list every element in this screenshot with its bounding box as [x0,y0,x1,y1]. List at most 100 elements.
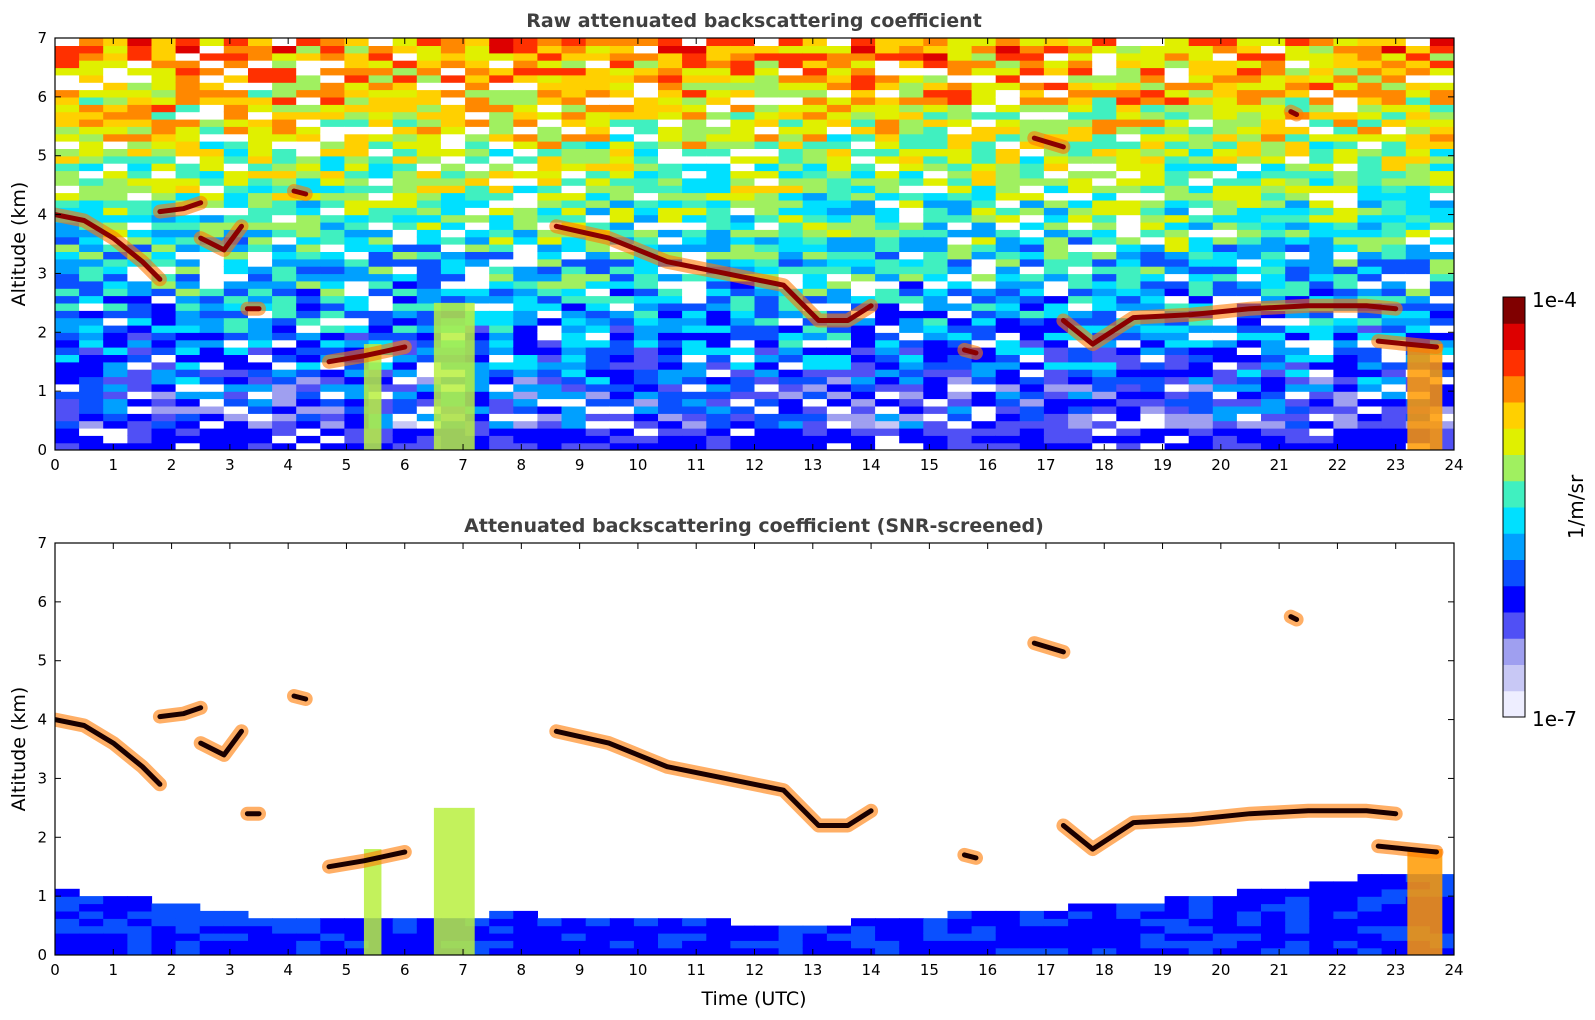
heatmap-cell [899,38,924,46]
heatmap-cell [585,324,611,333]
heatmap-cell [175,141,201,149]
heatmap-cell [465,310,490,319]
heatmap-cell [344,339,370,348]
heatmap-cell [1212,442,1238,450]
heatmap-cell [1261,192,1286,201]
heatmap-cell [368,280,394,289]
heatmap-cell [682,420,707,429]
heatmap-cell [1092,910,1117,919]
heatmap-cell [658,435,683,444]
heatmap-cell [344,244,370,252]
x-tick-label: 7 [458,961,468,979]
heatmap-cell [392,170,418,179]
heatmap-cell [585,427,611,436]
heatmap-cell [368,96,394,105]
heatmap-cell [851,163,876,172]
heatmap-cell [561,199,587,208]
heatmap-cell [778,435,804,444]
heatmap-cell [730,258,756,267]
heatmap-cell [585,391,611,400]
heatmap-cell [561,310,587,319]
heatmap-cell [1261,163,1286,172]
heatmap-cell [1140,214,1166,223]
heatmap-cell [199,52,225,61]
x-tick-label: 21 [1270,456,1289,474]
heatmap-cell [1236,339,1262,348]
heatmap-cell [1285,155,1310,164]
heatmap-cell [223,170,249,179]
heatmap-cell [1140,347,1166,355]
heatmap-cell [1309,141,1334,149]
heatmap-cell [199,310,225,319]
heatmap-cell [537,324,563,333]
heatmap-cell [1116,910,1141,919]
heatmap-cell [1309,199,1334,208]
heatmap-cell [1043,214,1069,223]
heatmap-cell [706,236,731,245]
cloud-layer [1288,109,1300,117]
heatmap-cell [1140,435,1166,444]
heatmap-cell [778,354,804,363]
heatmap-cell [1357,420,1383,429]
heatmap-cell [1116,89,1141,98]
heatmap-cell [1333,398,1359,407]
heatmap-cell [1381,947,1407,955]
heatmap-cell [802,332,828,341]
heatmap-cell [440,82,466,91]
heatmap-cell [1381,111,1407,120]
heatmap-cell [151,361,177,370]
heatmap-cell [1092,918,1117,927]
heatmap-cell [1285,185,1310,194]
heatmap-cell [79,207,104,216]
heatmap-cell [416,383,442,392]
heatmap-cell [416,229,442,238]
heatmap-cell [633,405,659,414]
heatmap-cell [826,405,852,414]
heatmap-cell [1381,925,1407,934]
heatmap-cell [248,940,273,949]
heatmap-cell [344,185,370,194]
heatmap-cell [537,244,563,252]
heatmap-cell [175,918,201,927]
heatmap-cell [248,339,273,348]
cloud-layer [198,728,244,758]
heatmap-cell [1140,442,1166,450]
heatmap-cell [320,104,345,113]
heatmap-cell [1164,324,1190,333]
heatmap-cell [513,229,538,238]
heatmap-cell [1381,199,1407,208]
heatmap-cell [633,38,659,46]
heatmap-cell [609,420,635,429]
heatmap-cell [103,141,128,149]
heatmap-cell [513,398,538,407]
heatmap-cell [1261,413,1286,422]
heatmap-cell [199,910,225,919]
heatmap-cell [1405,302,1431,311]
heatmap-cell [248,273,273,282]
heatmap-cell [585,185,611,194]
heatmap-cell [1212,229,1238,238]
heatmap-cell [127,317,153,326]
heatmap-cell [1019,236,1045,245]
heatmap-cell [658,229,683,238]
heatmap-cell [851,376,876,385]
heatmap-cell [971,192,997,201]
x-tick-label: 15 [920,961,939,979]
heatmap-cell [778,52,804,61]
heatmap-cell [1188,383,1214,392]
heatmap-cell [79,310,104,319]
heatmap-cell [682,947,707,955]
heatmap-cell [875,177,900,186]
heatmap-cell [103,251,128,260]
heatmap-cell [103,383,128,392]
precipitation-streak [433,807,475,955]
heatmap-cell [1188,177,1214,186]
heatmap-cell [79,266,104,275]
heatmap-cell [1212,74,1238,83]
heatmap-cell [1261,354,1286,363]
heatmap-cell [344,442,370,450]
heatmap-cell [1212,60,1238,69]
heatmap-cell [513,214,538,223]
x-tick-label: 9 [575,961,585,979]
heatmap-cell [1019,361,1045,370]
